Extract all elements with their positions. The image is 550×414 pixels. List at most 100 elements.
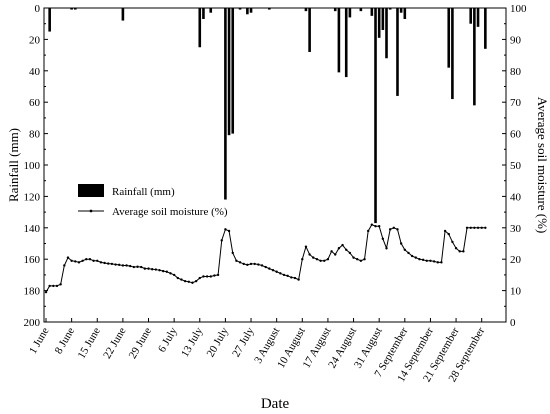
rainfall-bar [447,8,451,68]
soil-moisture-point [161,269,165,273]
soil-moisture-point [458,250,461,253]
legend-marker-moisture [89,209,93,213]
rainfall-bar [381,8,385,30]
soil-moisture-point [81,259,84,262]
soil-moisture-point [150,268,154,271]
soil-moisture-point [213,274,216,277]
right-tick-label: 70 [510,97,522,109]
right-tick-label: 90 [510,34,522,46]
rainfall-bar [473,8,476,106]
soil-moisture-point [304,245,308,248]
soil-moisture-point [191,281,194,284]
right-tick-label: 40 [510,191,522,203]
rainfall-bar [121,8,125,21]
soil-moisture-point [110,262,114,266]
soil-moisture-point [103,261,106,265]
legend: Rainfall (mm) Average soil moisture (%) [78,184,228,218]
left-tick-label: 140 [24,223,41,235]
rainfall-bar [227,8,231,136]
soil-moisture-point [359,259,363,262]
left-tick-label: 120 [24,191,41,203]
rainfall-bar [377,8,381,38]
rainfall-bar [231,8,235,134]
rainfall-bar [198,8,202,48]
legend-label-moisture: Average soil moisture (%) [112,206,228,218]
soil-moisture-point [374,225,377,228]
rainfall-bars [48,8,487,224]
rainfall-bar [399,8,403,13]
rainfall-bar [374,8,377,224]
soil-moisture-point [363,258,366,261]
soil-moisture-point [169,272,172,275]
x-tick-label: 13 July [179,325,206,359]
soil-moisture-point [66,256,70,259]
soil-moisture-point [180,278,183,281]
left-tick-label: 80 [29,129,41,141]
right-tick-label: 60 [510,129,522,141]
x-axis-label: Date [261,396,290,412]
soil-moisture-point [132,265,136,269]
right-tick-label: 100 [510,3,527,15]
soil-moisture-point [293,276,297,280]
soil-moisture-point [154,268,158,271]
soil-moisture-point [129,264,132,268]
soil-moisture-point [443,229,447,233]
soil-moisture-point [44,290,48,294]
soil-moisture-point [377,225,381,228]
x-tick-label: 15 June [76,325,103,360]
legend-swatch-rainfall [78,184,104,197]
left-tick-label: 200 [24,317,41,329]
soil-moisture-point [238,261,242,264]
rainfall-bar [370,8,374,16]
soil-moisture-point [308,253,311,256]
soil-moisture-point [297,278,300,281]
soil-moisture-point [432,260,436,263]
soil-moisture-point [436,261,439,264]
soil-moisture-point [63,264,66,267]
soil-moisture-point [451,240,454,244]
soil-moisture-point [279,272,282,275]
soil-moisture-point [301,258,304,261]
rainfall-bar [209,8,213,13]
soil-moisture-point [385,247,388,250]
soil-moisture-point [246,263,249,267]
rainfall-bar [308,8,311,52]
soil-moisture-point [224,228,227,231]
soil-moisture-point [348,251,352,255]
soil-moisture-point [92,259,95,262]
soil-moisture-point [429,259,432,262]
rainfall-bar [359,8,363,12]
right-tick-label: 0 [510,317,516,329]
soil-moisture-point [315,258,319,261]
soil-moisture-point [172,273,176,277]
y-axis-right-label: Average soil moisture (%) [535,97,550,234]
rainfall-bar [70,8,73,10]
rainfall-bar [238,8,242,10]
soil-moisture-point [183,279,187,283]
soil-moisture-point [454,247,458,250]
soil-moisture-point [334,253,337,256]
rainfall-bar [333,8,337,12]
soil-moisture-point [48,284,51,288]
legend-label-rainfall: Rainfall (mm) [112,186,175,198]
left-tick-label: 160 [24,254,41,266]
soil-moisture-point [216,273,220,277]
soil-moisture-point [392,226,396,229]
x-tick-label: 6 July [156,325,180,354]
soil-moisture-point [176,276,180,280]
soil-moisture-point [227,229,231,233]
left-tick-label: 0 [35,3,41,15]
soil-moisture-point [88,258,92,261]
soil-moisture-point [99,261,103,264]
soil-moisture-point [139,265,143,269]
soil-moisture-point [264,265,267,269]
soil-moisture-point [290,276,293,279]
soil-moisture-point [414,256,417,259]
soil-moisture-point [257,263,260,266]
soil-moisture-point [345,248,348,251]
rainfall-bar [469,8,473,24]
soil-moisture-point [114,263,117,266]
left-tick-label: 100 [24,160,41,172]
soil-moisture-point [187,280,190,284]
soil-moisture-point [52,284,55,288]
